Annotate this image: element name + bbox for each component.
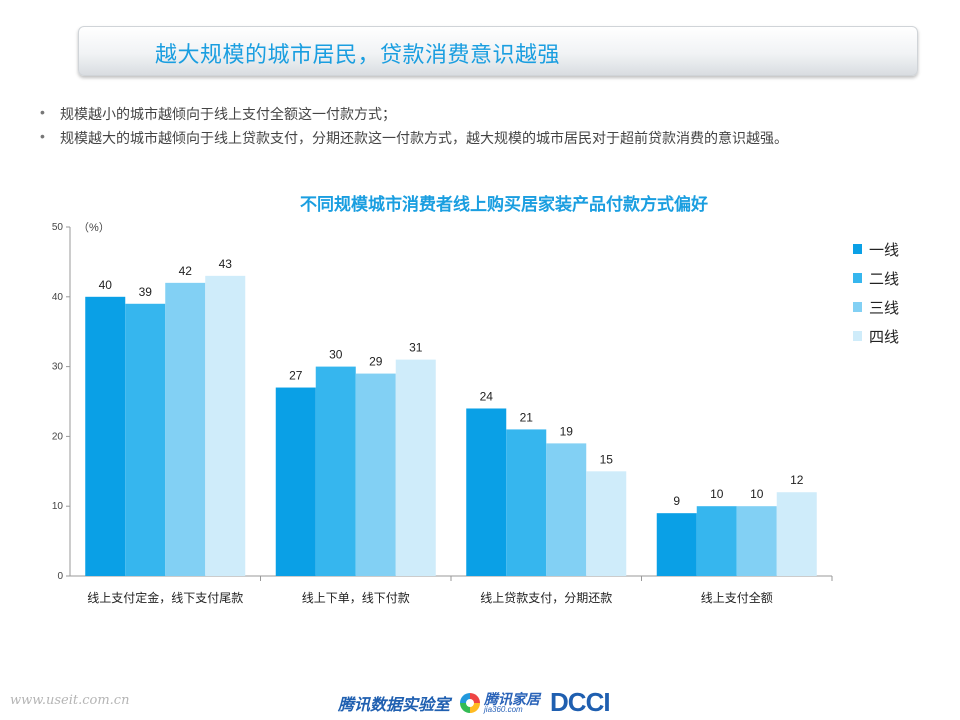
bar [205,275,246,576]
category-label: 线上下单，线下付款 [302,591,410,605]
legend-label: 二线 [869,271,899,288]
legend-swatch [853,244,862,254]
bar [165,282,206,576]
bullet-text: 规模越大的城市越倾向于线上贷款支付，分期还款这一付款方式，越大规模的城市居民对于… [60,130,788,146]
category-label: 线上支付定金，线下支付尾款 [87,590,243,605]
bar [506,429,547,576]
bar-value-label: 21 [520,410,534,424]
tencent-jiaju-logo: 腾讯家居 jia360.com [460,692,540,714]
bar-value-label: 12 [790,473,804,487]
footer-logos: 腾讯数据实验室 腾讯家居 jia360.com DCCI [338,687,611,718]
footer-url: www.useit.com.cn [10,693,130,708]
y-tick-label: 0 [57,571,63,582]
bullet-item: • 规模越大的城市越倾向于线上贷款支付，分期还款这一付款方式，越大规模的城市居民… [40,128,788,152]
y-tick-label: 10 [52,501,64,512]
bar [466,408,507,576]
dcci-logo: DCCI [550,687,611,717]
bar-value-label: 30 [329,348,343,362]
chart-title: 不同规模城市消费者线上购买居家装产品付款方式偏好 [300,195,708,214]
bullet-list: • 规模越小的城市越倾向于线上支付全额这一付款方式； • 规模越大的城市越倾向于… [40,104,788,152]
tencent-data-lab-logo: 腾讯数据实验室 [338,696,451,714]
bar [656,513,697,576]
bar-value-label: 31 [409,341,423,355]
bar [696,506,737,576]
y-tick-label: 20 [52,431,64,442]
jiaju-logo-text: 腾讯家居 [484,690,541,707]
bar-value-label: 10 [710,487,724,501]
bar-value-label: 9 [673,494,680,508]
bar [776,492,817,576]
bullet-icon: • [40,128,45,144]
bar-value-label: 42 [179,264,193,278]
bullet-icon: • [40,104,45,120]
bar [125,303,166,576]
legend-label: 三线 [869,300,899,317]
bar [85,296,126,576]
y-tick-label: 50 [52,222,64,233]
bar [275,387,316,576]
y-tick-label: 30 [52,362,64,373]
bar [315,366,356,576]
category-label: 线上贷款支付，分期还款 [480,591,612,605]
legend-label: 四线 [869,329,899,346]
bar [546,443,587,576]
bar-value-label: 19 [560,424,574,438]
title-bar: 越大规模的城市居民，贷款消费意识越强 [78,26,918,76]
y-tick-label: 40 [52,292,64,303]
bar-value-label: 27 [289,369,303,383]
bullet-text: 规模越小的城市越倾向于线上支付全额这一付款方式； [60,106,396,122]
bullet-item: • 规模越小的城市越倾向于线上支付全额这一付款方式； [40,104,788,128]
bar-value-label: 24 [480,389,494,403]
bar-value-label: 43 [219,257,233,271]
jiaju-logo-subtext: jia360.com [484,704,523,714]
legend-swatch [853,273,862,283]
bar [586,471,627,576]
legend-label: 一线 [869,242,899,259]
y-unit-label: （%） [78,221,110,234]
bar-value-label: 40 [99,278,113,292]
bar [736,506,777,576]
legend-swatch [853,302,862,312]
legend-swatch [853,331,862,341]
category-label: 线上支付全额 [701,590,773,605]
bar [355,373,396,576]
bar-value-label: 15 [600,452,614,466]
bar-value-label: 39 [139,285,153,299]
bar-value-label: 10 [750,487,764,501]
bar [395,359,436,576]
page-title: 越大规模的城市居民，贷款消费意识越强 [155,42,561,67]
bar-value-label: 29 [369,355,383,369]
jiaju-circle-icon [460,692,481,713]
